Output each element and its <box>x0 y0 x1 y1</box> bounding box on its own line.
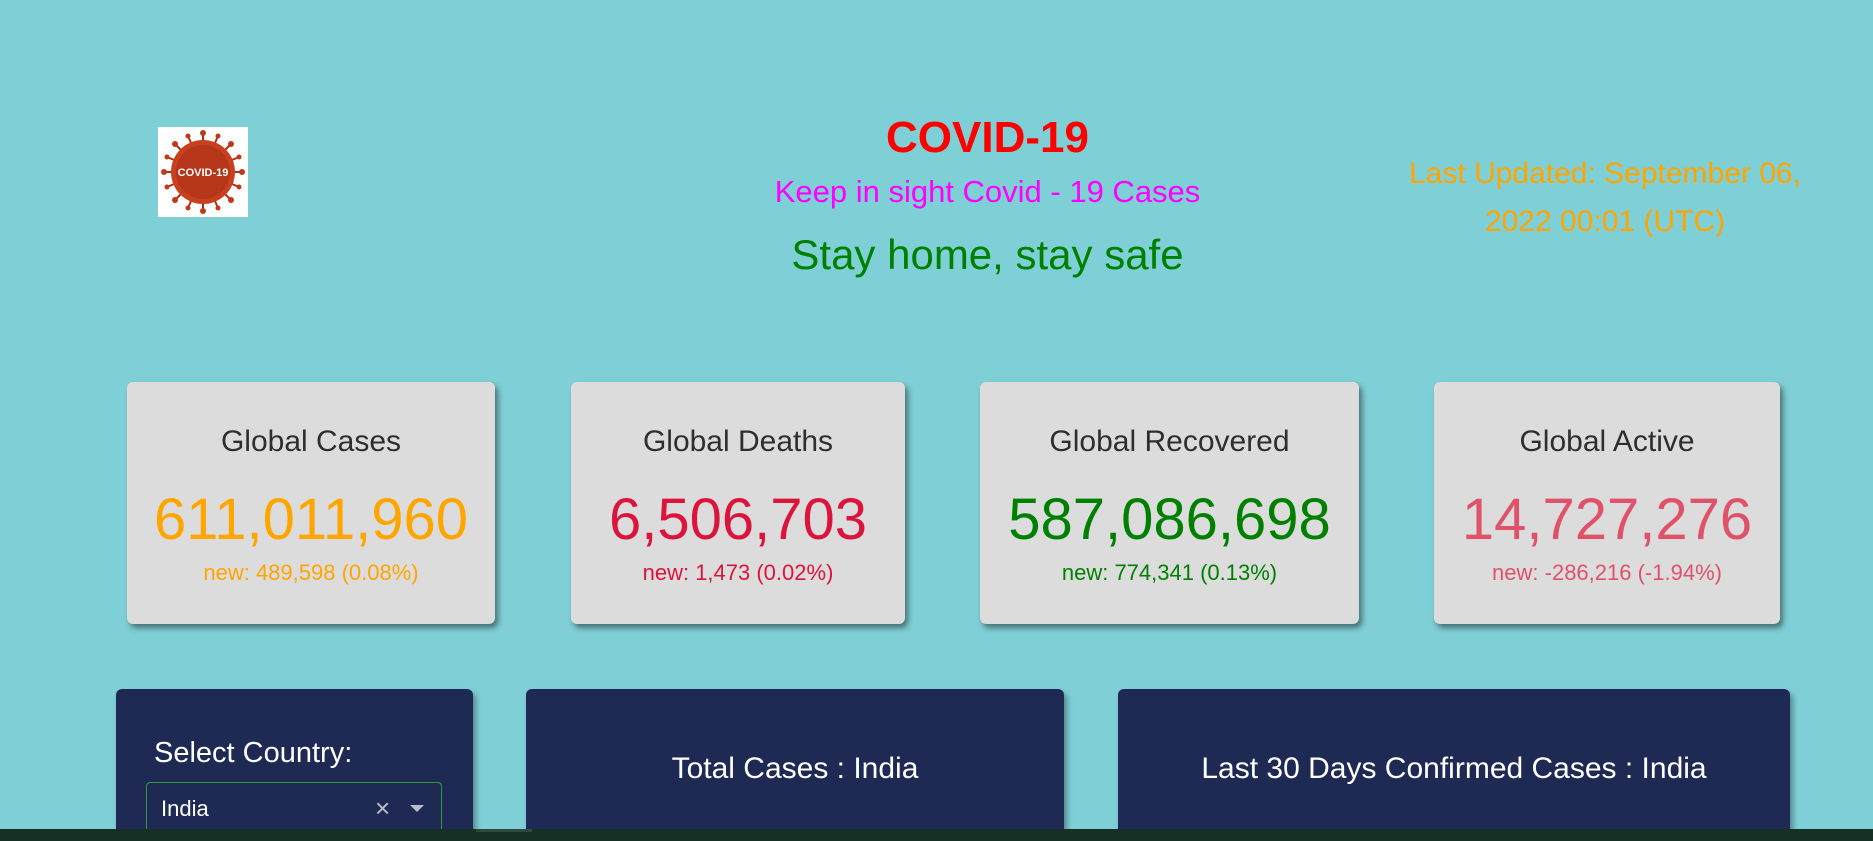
covid-logo: COVID-19 <box>158 127 248 217</box>
global-cases-card: Global Cases 611,011,960 new: 489,598 (0… <box>127 382 495 624</box>
virus-icon: COVID-19 <box>161 130 245 214</box>
total-cases-heading: Total Cases : India <box>671 752 919 785</box>
stat-value: 14,727,276 <box>1461 487 1753 552</box>
stat-label: Global Cases <box>220 425 402 458</box>
country-select-panel: Select Country: India × <box>116 689 473 841</box>
clear-icon[interactable]: × <box>375 793 391 823</box>
stat-new: new: -286,216 (-1.94%) <box>1492 560 1722 585</box>
chevron-down-icon[interactable] <box>410 805 424 812</box>
country-select[interactable]: India × <box>146 782 442 838</box>
stat-new: new: 1,473 (0.02%) <box>642 560 834 585</box>
stat-value: 587,086,698 <box>1008 487 1331 552</box>
logo-text: COVID-19 <box>178 167 229 179</box>
last-updated-text: Last Updated: September 06, 2022 00:01 (… <box>1409 157 1801 238</box>
tagline: Stay home, stay safe <box>791 231 1184 278</box>
last-30-days-heading: Last 30 Days Confirmed Cases : India <box>1201 752 1707 785</box>
stat-value: 6,506,703 <box>608 487 868 552</box>
stat-label: Global Active <box>1519 425 1695 458</box>
bottom-bar-tab <box>476 829 532 832</box>
stat-label: Global Recovered <box>1049 425 1290 458</box>
global-active-card: Global Active 14,727,276 new: -286,216 (… <box>1434 382 1780 624</box>
stat-label: Global Deaths <box>642 425 834 458</box>
stat-value: 611,011,960 <box>154 487 468 552</box>
global-deaths-card: Global Deaths 6,506,703 new: 1,473 (0.02… <box>571 382 905 624</box>
last-30-days-panel: Last 30 Days Confirmed Cases : India <box>1118 689 1790 841</box>
bottom-bar <box>0 829 1873 841</box>
stat-new: new: 774,341 (0.13%) <box>1061 560 1278 585</box>
page-subtitle: Keep in sight Covid - 19 Cases <box>774 174 1201 209</box>
page-title: COVID-19 <box>886 113 1089 162</box>
country-select-value: India <box>161 796 209 821</box>
select-country-label: Select Country: <box>154 737 353 769</box>
stat-new: new: 489,598 (0.08%) <box>203 560 419 585</box>
global-recovered-card: Global Recovered 587,086,698 new: 774,34… <box>980 382 1359 624</box>
total-cases-panel: Total Cases : India <box>526 689 1064 841</box>
